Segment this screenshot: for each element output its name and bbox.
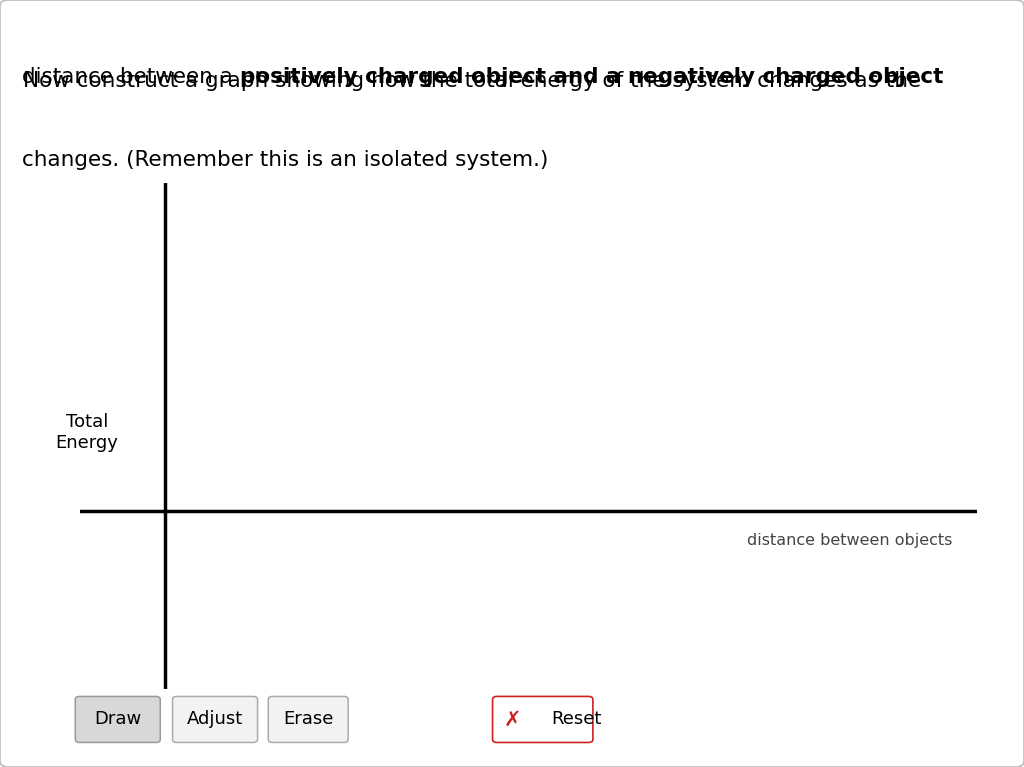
Text: Now construct a graph showing how the total energy of the system changes as the: Now construct a graph showing how the to…: [23, 71, 921, 91]
Text: Total
Energy: Total Energy: [55, 413, 119, 452]
Text: changes. (Remember this is an isolated system.): changes. (Remember this is an isolated s…: [22, 150, 549, 170]
Text: Reset: Reset: [551, 710, 601, 729]
Text: distance between objects: distance between objects: [748, 532, 952, 548]
Text: Draw: Draw: [94, 710, 141, 729]
FancyBboxPatch shape: [493, 696, 593, 742]
Text: Erase: Erase: [283, 710, 334, 729]
Text: distance between a: distance between a: [22, 67, 240, 87]
FancyBboxPatch shape: [268, 696, 348, 742]
Text: positively charged object and a negatively charged object: positively charged object and a negative…: [240, 67, 943, 87]
FancyBboxPatch shape: [76, 696, 160, 742]
FancyBboxPatch shape: [172, 696, 257, 742]
Text: ✗: ✗: [503, 709, 521, 729]
Text: Adjust: Adjust: [187, 710, 243, 729]
